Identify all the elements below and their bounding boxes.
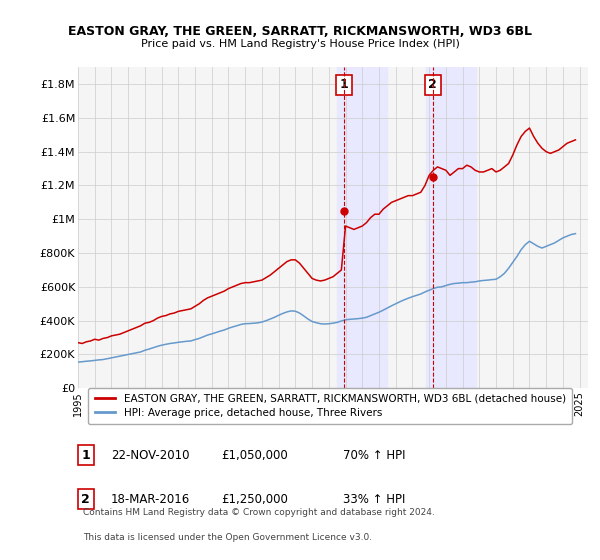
Text: 18-MAR-2016: 18-MAR-2016	[111, 493, 190, 506]
Text: 1: 1	[81, 449, 90, 461]
Text: 70% ↑ HPI: 70% ↑ HPI	[343, 449, 406, 461]
Text: EASTON GRAY, THE GREEN, SARRATT, RICKMANSWORTH, WD3 6BL: EASTON GRAY, THE GREEN, SARRATT, RICKMAN…	[68, 25, 532, 38]
Text: 2: 2	[428, 78, 437, 91]
Text: 2: 2	[81, 493, 90, 506]
Bar	[337, 67, 388, 388]
Text: 1: 1	[340, 78, 348, 91]
Bar	[426, 67, 476, 388]
Text: £1,050,000: £1,050,000	[221, 449, 287, 461]
Text: £1,250,000: £1,250,000	[221, 493, 287, 506]
Text: Contains HM Land Registry data © Crown copyright and database right 2024.: Contains HM Land Registry data © Crown c…	[83, 508, 435, 517]
Text: 22-NOV-2010: 22-NOV-2010	[111, 449, 190, 461]
Legend: EASTON GRAY, THE GREEN, SARRATT, RICKMANSWORTH, WD3 6BL (detached house), HPI: A: EASTON GRAY, THE GREEN, SARRATT, RICKMAN…	[88, 388, 572, 424]
Text: 33% ↑ HPI: 33% ↑ HPI	[343, 493, 406, 506]
Text: This data is licensed under the Open Government Licence v3.0.: This data is licensed under the Open Gov…	[83, 533, 372, 542]
Text: Price paid vs. HM Land Registry's House Price Index (HPI): Price paid vs. HM Land Registry's House …	[140, 39, 460, 49]
